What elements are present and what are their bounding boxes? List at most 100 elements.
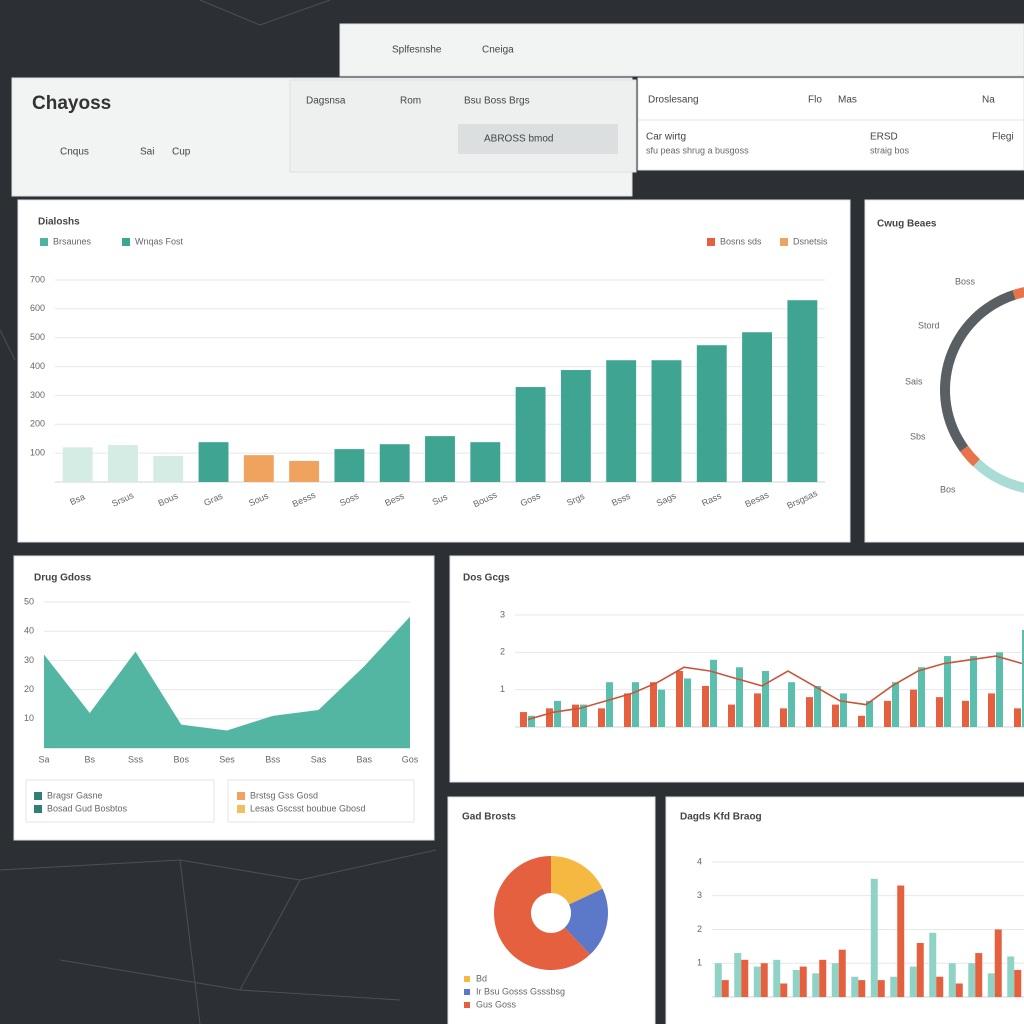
x-tick-label: Bos [173,754,189,764]
bar [153,456,184,482]
bar [918,667,925,727]
card-title: Flegi [992,132,1014,143]
y-tick-label: 3 [500,609,505,619]
legend-label: Wnqas Fost [135,236,184,246]
bar [528,715,535,727]
bar [955,983,963,997]
legend-swatch [780,238,788,246]
legend-box [227,779,415,823]
ring-segment [939,290,1016,452]
dropdown-text[interactable]: ABROSS bmod [484,134,553,145]
top-bar [339,23,1024,77]
bar [806,697,813,727]
header-item[interactable]: Cup [172,147,191,158]
bar [819,959,827,997]
y-tick-label: 300 [30,390,45,400]
legend-label: Bragsr Gasne [47,790,103,800]
legend-swatch [122,238,130,246]
y-tick-label: 700 [30,274,45,284]
bar [425,436,455,482]
y-tick-label: 1 [697,958,702,968]
card-text: straig bos [870,145,910,155]
y-tick-label: 2 [500,647,505,657]
header-item[interactable]: Cnqus [60,147,89,158]
donut-segment [551,856,603,905]
bar [580,704,587,727]
legend-label: Bd [476,973,487,983]
card-title: ERSD [870,132,898,143]
filter[interactable]: Dagsnsa [306,96,346,107]
ring-segment [960,445,980,467]
bar [944,656,951,727]
bar [929,932,937,997]
bar [909,966,917,997]
header-item[interactable]: Sai [140,147,154,158]
top-item[interactable]: Cneiga [482,45,514,56]
tab[interactable]: Mas [838,95,857,106]
ring-segment [1012,287,1024,300]
bar [968,963,976,997]
bar [572,704,579,727]
bar [910,689,917,727]
chart-title: Dagds Kfd Braog [680,812,762,823]
x-tick-label: Gos [402,754,419,764]
legend-label: Bosad Gud Bosbtos [47,803,128,813]
filter[interactable]: Bsu Boss Brgs [464,96,530,107]
bar [243,455,274,482]
bar [606,360,637,482]
background-lines [0,0,437,1024]
bar [651,360,682,482]
y-tick-label: 100 [30,448,45,458]
bar [728,704,735,727]
bar [650,682,657,727]
y-tick-label: 3 [697,890,702,900]
bar [994,929,1002,997]
bar [762,671,769,727]
bar [734,953,742,997]
tab[interactable]: Flo [808,95,822,106]
legend-swatch [464,989,470,995]
legend-swatch [464,976,470,982]
bar [676,671,683,727]
legend-label: Dsnetsis [793,236,828,246]
dropdown[interactable] [458,124,618,154]
y-tick-label: 30 [24,655,34,665]
top-item[interactable]: Splfesnshe [392,45,442,56]
legend-swatch [707,238,715,246]
summary-panel [637,77,1024,171]
bar [858,980,866,997]
bar [710,659,717,727]
bar [787,300,818,482]
bar [831,963,839,997]
segment-label: Sais [905,376,923,386]
bar [753,966,761,997]
legend-box [25,779,215,823]
legend-label: Ir Bsu Gosss Gsssbsg [476,986,565,996]
segment-label: Boss [955,276,976,286]
bar [606,682,613,727]
bar [936,976,944,997]
chart-title: Dialoshs [38,217,80,228]
filter[interactable]: Rom [400,96,421,107]
chart-title: Gad Brosts [462,812,516,823]
chart-title: Dos Gcgs [463,573,510,584]
bar [289,460,320,482]
combo-chart [515,614,1024,728]
tab[interactable]: Droslesang [648,95,699,106]
y-tick-label: 40 [24,626,34,636]
bar [792,969,800,997]
bar [1007,956,1015,997]
tab[interactable]: Na [982,95,995,106]
bar [936,697,943,727]
bar [884,700,891,727]
ring-chart [939,287,1024,493]
legend-label: Bosns sds [720,236,762,246]
bar [788,682,795,727]
x-tick-label: Sa [38,754,49,764]
y-tick-label: 50 [24,596,34,606]
bar [721,980,729,997]
header-title: Chayoss [32,93,111,114]
legend-label: Lesas Gscsst boubue Gbosd [250,803,366,813]
segment-label: Stord [918,320,940,330]
